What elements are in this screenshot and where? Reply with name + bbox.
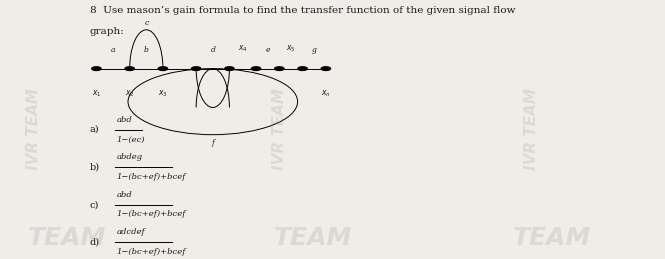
Circle shape xyxy=(158,67,168,70)
Text: $x_4$: $x_4$ xyxy=(238,44,247,54)
Text: abdeg: abdeg xyxy=(116,153,142,161)
Text: c): c) xyxy=(90,200,99,209)
Text: TEAM: TEAM xyxy=(27,226,106,250)
Circle shape xyxy=(92,67,101,70)
Text: $x_3$: $x_3$ xyxy=(158,88,168,99)
Text: d: d xyxy=(210,46,215,54)
Text: b): b) xyxy=(90,163,100,171)
Text: a: a xyxy=(111,46,115,54)
Text: $x_1$: $x_1$ xyxy=(92,88,101,99)
Text: d): d) xyxy=(90,238,100,247)
Circle shape xyxy=(321,67,331,70)
Circle shape xyxy=(275,67,284,70)
Text: $x_5$: $x_5$ xyxy=(286,44,296,54)
Text: 8  Use mason’s gain formula to find the transfer function of the given signal fl: 8 Use mason’s gain formula to find the t… xyxy=(90,6,515,16)
Text: adcdef: adcdef xyxy=(116,228,145,236)
Text: $x_n$: $x_n$ xyxy=(321,88,331,99)
Text: 1−(ec): 1−(ec) xyxy=(116,135,145,143)
Text: 1−(bc+ef)+bcef: 1−(bc+ef)+bcef xyxy=(116,248,186,256)
Text: b: b xyxy=(144,46,149,54)
Text: IVR TEAM: IVR TEAM xyxy=(525,89,539,170)
Text: abd: abd xyxy=(116,116,132,124)
Text: abd: abd xyxy=(116,191,132,199)
Text: TEAM: TEAM xyxy=(513,226,591,250)
Circle shape xyxy=(298,67,307,70)
Circle shape xyxy=(125,67,134,70)
Text: 1−(bc+ef)+bcef: 1−(bc+ef)+bcef xyxy=(116,173,186,181)
Text: graph:: graph: xyxy=(90,27,124,36)
Text: 1−(bc+ef)+bcef: 1−(bc+ef)+bcef xyxy=(116,211,186,218)
Text: e: e xyxy=(265,46,270,54)
Circle shape xyxy=(192,67,201,70)
Text: a): a) xyxy=(90,125,99,134)
Text: g: g xyxy=(312,46,317,54)
Text: IVR TEAM: IVR TEAM xyxy=(272,89,287,170)
Circle shape xyxy=(225,67,234,70)
Text: IVR TEAM: IVR TEAM xyxy=(26,89,41,170)
Text: f: f xyxy=(211,139,214,147)
Text: c: c xyxy=(144,19,148,27)
Text: TEAM: TEAM xyxy=(273,226,352,250)
Text: $x_2$: $x_2$ xyxy=(125,88,134,99)
Circle shape xyxy=(251,67,261,70)
